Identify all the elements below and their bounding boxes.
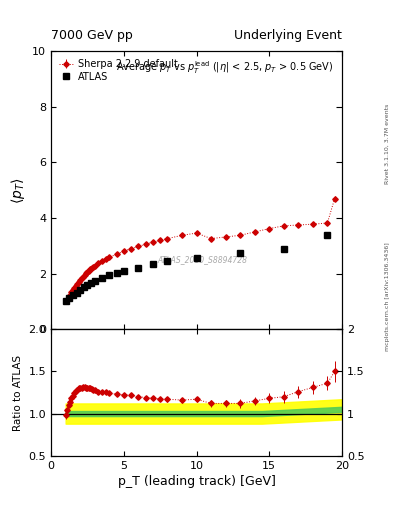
Y-axis label: $\langle p_T \rangle$: $\langle p_T \rangle$ <box>9 177 27 204</box>
Text: mcplots.cern.ch [arXiv:1306.3436]: mcplots.cern.ch [arXiv:1306.3436] <box>385 243 390 351</box>
Text: Underlying Event: Underlying Event <box>234 29 342 42</box>
Text: Rivet 3.1.10, 3.7M events: Rivet 3.1.10, 3.7M events <box>385 103 390 183</box>
X-axis label: p_T (leading track) [GeV]: p_T (leading track) [GeV] <box>118 475 275 488</box>
Text: ATLAS_2010_S8894728: ATLAS_2010_S8894728 <box>157 255 247 264</box>
Text: Average $p_T$ vs $p_T^{\rm lead}$ ($|\eta|$ < 2.5, $p_T$ > 0.5 GeV): Average $p_T$ vs $p_T^{\rm lead}$ ($|\et… <box>116 59 333 76</box>
Legend: Sherpa 2.2.9 default, ATLAS: Sherpa 2.2.9 default, ATLAS <box>56 56 181 85</box>
Text: 7000 GeV pp: 7000 GeV pp <box>51 29 133 42</box>
Y-axis label: Ratio to ATLAS: Ratio to ATLAS <box>13 354 23 431</box>
